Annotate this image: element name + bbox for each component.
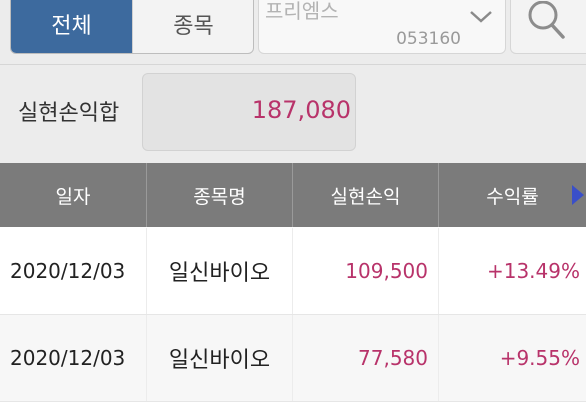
summary-value: 187,080 — [251, 96, 351, 124]
scroll-right-icon[interactable] — [572, 185, 584, 209]
filter-segment: 전체 종목 — [10, 0, 254, 54]
summary-label: 실현손익합 — [18, 101, 120, 126]
table-row[interactable]: 2020/12/03 일신바이오 77,580 +9.55% — [0, 315, 586, 402]
cell-return-rate: +9.55% — [499, 346, 580, 370]
filter-stock-button[interactable]: 종목 — [132, 0, 253, 53]
header-return-rate[interactable]: 수익률 — [486, 185, 539, 208]
summary-panel: 실현손익합 187,080 — [0, 65, 586, 163]
cell-date: 2020/12/03 — [0, 228, 147, 314]
summary-value-box: 187,080 — [142, 73, 356, 151]
search-button[interactable] — [510, 0, 586, 54]
table-row[interactable]: 2020/12/03 일신바이오 109,500 +13.49% — [0, 228, 586, 315]
cell-realized-profit: 109,500 — [293, 228, 439, 314]
filter-all-button[interactable]: 전체 — [11, 0, 132, 53]
table-header: 일자 종목명 실현손익 수익률 — [0, 163, 586, 227]
search-icon — [528, 1, 565, 39]
stock-select[interactable]: 프리엠스 053160 — [258, 0, 506, 54]
cell-stock-name: 일신바이오 — [147, 315, 293, 401]
stock-name: 프리엠스 — [265, 0, 339, 23]
header-stock-name[interactable]: 종목명 — [147, 163, 293, 227]
header-date[interactable]: 일자 — [0, 163, 147, 227]
cell-date: 2020/12/03 — [0, 315, 147, 401]
header-realized-profit[interactable]: 실현손익 — [293, 163, 439, 227]
top-toolbar: 전체 종목 프리엠스 053160 — [0, 0, 586, 65]
stock-code: 053160 — [396, 29, 461, 49]
chevron-down-icon — [469, 9, 493, 28]
cell-realized-profit: 77,580 — [293, 315, 439, 401]
cell-stock-name: 일신바이오 — [147, 228, 293, 314]
cell-return-rate: +13.49% — [486, 259, 580, 283]
